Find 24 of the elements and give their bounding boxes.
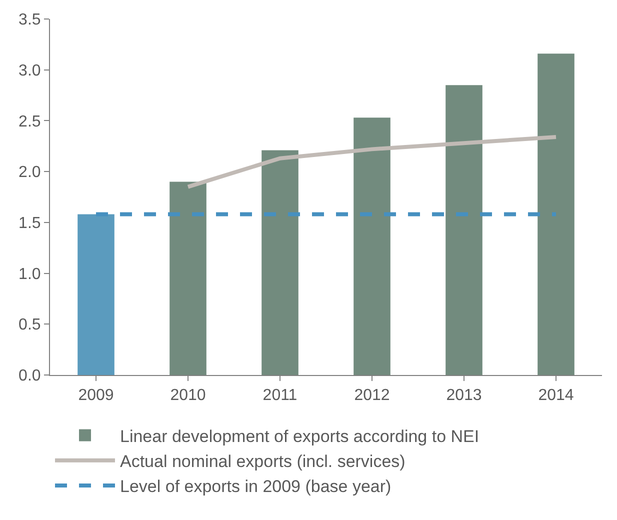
bar: [354, 118, 390, 375]
x-tick-label: 2011: [262, 387, 298, 404]
y-tick-label: 0.5: [18, 316, 41, 334]
bar: [446, 85, 482, 375]
line-series: [186, 134, 558, 189]
legend-label: Linear development of exports according to NEI: [120, 426, 480, 446]
bar: [170, 182, 206, 375]
y-tick-label: 2.5: [18, 113, 41, 130]
x-tick-label: 2014: [538, 387, 574, 404]
y-tick-label: 1.0: [18, 266, 41, 283]
y-tick-label: 2.0: [18, 164, 41, 182]
x-tick-label: 2009: [78, 387, 114, 404]
x-tick-label: 2010: [170, 387, 206, 404]
bar: [262, 150, 298, 375]
bar: [78, 214, 114, 375]
y-tick-label: 1.5: [18, 215, 41, 232]
x-tick-label: 2012: [354, 387, 390, 404]
y-tick-label: 3.5: [18, 12, 41, 29]
y-tick-label: 0.0: [18, 368, 41, 385]
y-tick-label: 3.0: [18, 62, 41, 80]
x-tick-label: 2013: [446, 387, 482, 404]
legend-label: Level of exports in 2009 (base year): [120, 477, 392, 496]
bar: [538, 54, 574, 375]
legend-label: Actual nominal exports (incl. services): [120, 452, 406, 471]
